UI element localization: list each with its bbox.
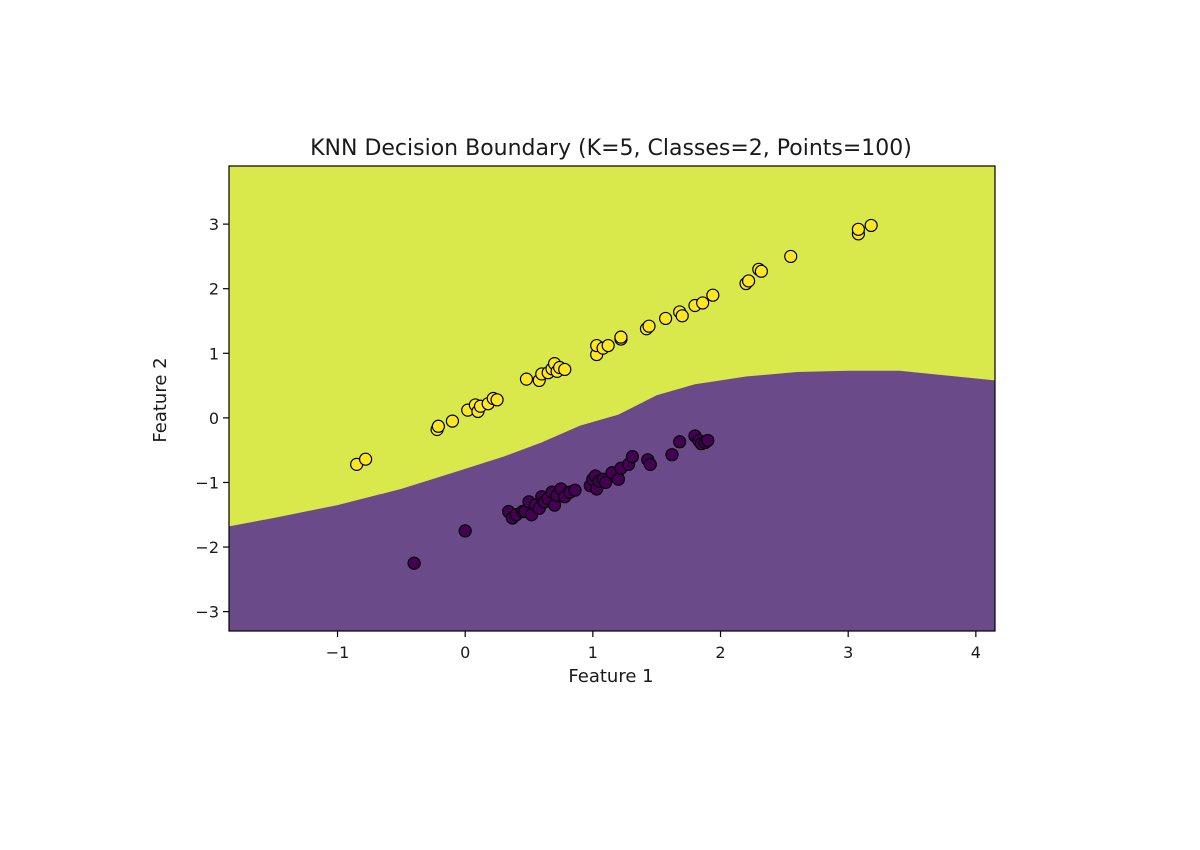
point-class-1-36	[742, 274, 756, 288]
point-class-1-42	[864, 218, 878, 233]
point-class-1-38	[754, 264, 768, 278]
decision-region-class-0	[229, 370, 995, 631]
point-class-0-27	[599, 475, 613, 490]
y-tick-label: 2	[209, 280, 219, 299]
y-tick-label: −3	[195, 603, 219, 622]
point-class-1-39	[784, 249, 798, 264]
x-tick-label: 3	[843, 643, 853, 662]
point-class-1-34	[706, 288, 720, 302]
y-tick-label: −2	[195, 538, 219, 557]
point-class-1-11	[490, 393, 504, 407]
x-axis-ticks: −1 0 1 2 3 4	[326, 631, 981, 662]
scatter-points	[350, 218, 878, 570]
x-axis-label: Feature 1	[568, 666, 653, 687]
point-class-1-24	[601, 338, 615, 353]
point-class-0-1	[458, 524, 472, 538]
point-class-0-34	[643, 457, 657, 471]
chart-title: KNN Decision Boundary (K=5, Classes=2, P…	[310, 136, 912, 161]
y-tick-label: 1	[209, 344, 219, 363]
point-class-1-4	[445, 414, 460, 428]
x-tick-label: 1	[588, 643, 598, 662]
point-class-1-12	[519, 372, 534, 386]
x-tick-label: 4	[971, 643, 981, 662]
point-class-1-28	[642, 319, 656, 333]
point-class-1-29	[659, 311, 673, 326]
point-class-1-26	[614, 330, 628, 344]
x-tick-label: −1	[326, 643, 350, 662]
y-axis-label: Feature 2	[150, 357, 171, 442]
point-class-1-20	[558, 362, 572, 377]
plot-frame	[228, 165, 996, 632]
point-class-0-36	[673, 435, 687, 449]
point-class-0-0	[407, 556, 421, 570]
point-class-0-20	[568, 483, 582, 497]
plot-area	[228, 165, 996, 632]
y-tick-label: −1	[195, 473, 219, 492]
point-class-0-32	[625, 450, 640, 464]
x-tick-label: 0	[460, 643, 470, 662]
point-class-0-35	[665, 448, 679, 462]
point-class-1-31	[675, 309, 689, 323]
point-class-0-41	[701, 433, 715, 448]
point-class-1-1	[359, 452, 373, 466]
point-class-1-3	[431, 419, 445, 433]
point-class-1-41	[851, 222, 865, 236]
point-class-0-29	[611, 472, 625, 486]
x-tick-label: 2	[715, 643, 725, 662]
point-class-1-33	[696, 296, 710, 310]
y-axis-ticks: −3 −2 −1 0 1 2 3	[195, 215, 229, 622]
y-tick-label: 3	[209, 215, 219, 234]
y-tick-label: 0	[209, 409, 219, 428]
